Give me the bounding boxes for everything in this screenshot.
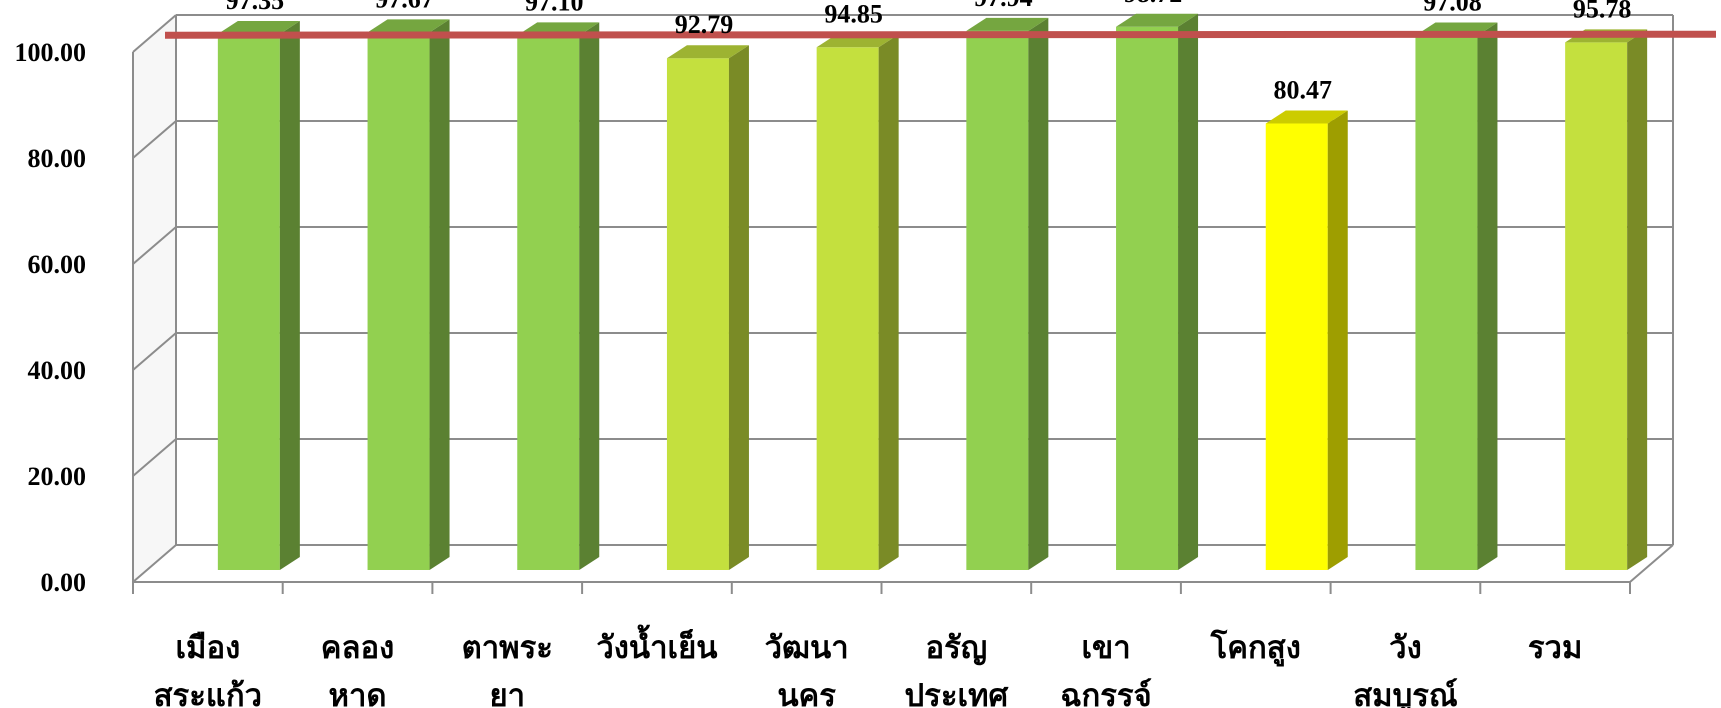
y-tick-label: 0.00 <box>41 568 87 597</box>
data-label: 95.78 <box>1573 0 1632 23</box>
data-labels: 97.35 97.67 97.10 92.79 94.85 97.94 98.72 80.47… <box>226 0 1632 105</box>
x-tick-label: อรัญ <box>926 630 988 666</box>
floor-right-edge <box>1629 544 1674 583</box>
reference-line <box>164 30 1717 39</box>
x-tick-label: รวม <box>1528 630 1583 666</box>
bar-3 <box>517 22 600 571</box>
x-tick-label: ตาพระ <box>462 630 553 666</box>
bars <box>217 13 1648 571</box>
x-tick-label: วังน้ำเย็น <box>596 624 717 666</box>
y-tick-label: 80.00 <box>28 144 87 173</box>
x-tick-label: ประเทศ <box>905 678 1010 708</box>
x-tick-label: ยา <box>489 678 525 708</box>
bar-7 <box>1116 13 1199 571</box>
x-tick-label: เมือง <box>175 630 240 666</box>
y-tick-label: 40.00 <box>28 356 87 385</box>
data-label: 94.85 <box>824 0 883 28</box>
x-tick-label: วัง <box>1389 630 1422 666</box>
x-tick-label: หาด <box>329 678 387 708</box>
bar-4 <box>666 45 749 570</box>
y-tick-label: 60.00 <box>28 250 87 279</box>
data-label: 97.35 <box>226 0 285 15</box>
data-label: 97.67 <box>375 0 434 13</box>
y-tick-label: 20.00 <box>28 462 87 491</box>
x-tick-label: วัฒนา <box>765 630 849 666</box>
bar-10 <box>1565 29 1648 570</box>
chart-walls <box>133 15 176 582</box>
bar-9 <box>1415 22 1498 570</box>
data-label: 98.72 <box>1124 0 1183 8</box>
data-label: 92.79 <box>675 10 734 39</box>
target-line <box>164 30 1717 39</box>
x-tick-label: สมบูรณ์ <box>1353 678 1458 708</box>
x-tick-label: เขา <box>1081 630 1130 666</box>
data-label: 97.10 <box>525 0 584 16</box>
y-axis-tick-labels: 0.00 20.00 40.00 60.00 80.00 100.00 <box>15 38 87 597</box>
bar-8 <box>1265 110 1348 570</box>
data-label: 97.08 <box>1423 0 1482 16</box>
x-tick-label: นคร <box>777 678 836 708</box>
x-tick-label: โคกสูง <box>1210 629 1301 667</box>
bar-2 <box>367 19 450 571</box>
x-tick-label: คลอง <box>321 630 395 666</box>
gridline <box>132 14 1673 53</box>
x-tick-label: สระแก้ว <box>154 678 262 708</box>
bar-6 <box>966 17 1049 571</box>
side-wall <box>133 15 176 582</box>
bar-1 <box>217 21 300 571</box>
y-tick-label: 100.00 <box>15 38 87 67</box>
bar-5 <box>816 34 899 571</box>
data-label: 97.94 <box>974 0 1033 12</box>
x-tick-label: ฉกรรจ์ <box>1060 678 1151 708</box>
data-label: 80.47 <box>1274 76 1333 105</box>
